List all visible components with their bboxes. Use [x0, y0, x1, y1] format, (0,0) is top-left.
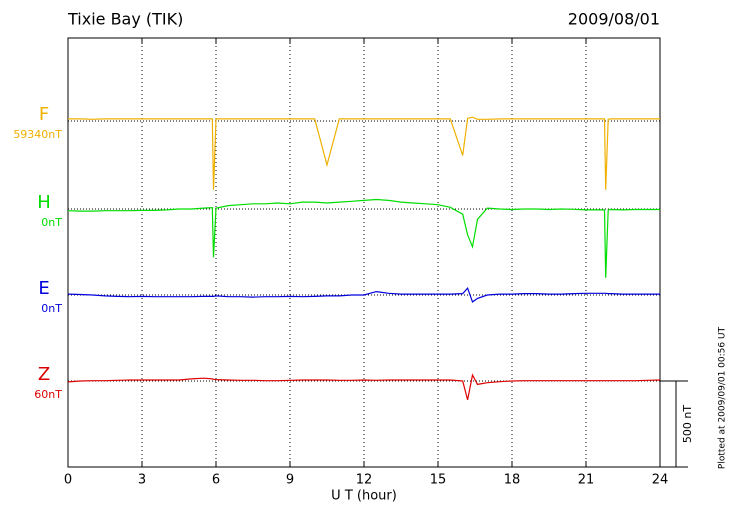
date: 2009/08/01: [568, 10, 660, 29]
x-tick-label: 9: [286, 473, 294, 488]
baseline-label: 0nT: [41, 302, 62, 315]
trace: [67, 286, 660, 303]
x-tick-label: 6: [212, 473, 220, 488]
series-name: E: [38, 278, 49, 299]
baseline-label: 59340nT: [13, 128, 62, 141]
baseline-label: 60nT: [34, 388, 62, 401]
chart-title: Tixie Bay (TIK): [67, 10, 183, 29]
x-tick-label: 0: [64, 473, 72, 488]
x-tick-label: 15: [430, 473, 447, 488]
x-tick-label: 24: [652, 473, 669, 488]
footnote: Plotted at 2009/09/01 00:56 UT: [718, 326, 728, 469]
trace: [68, 116, 660, 190]
series-name: Z: [38, 364, 50, 385]
scale-bar-label: 500 nT: [681, 405, 694, 443]
series-name: F: [39, 104, 49, 125]
x-tick-label: 18: [504, 473, 521, 488]
trace: [67, 198, 660, 278]
x-axis-label: U T (hour): [331, 489, 397, 504]
baseline-label: 0nT: [41, 216, 62, 229]
x-tick-label: 21: [578, 473, 595, 488]
trace: [67, 373, 661, 401]
series-name: H: [37, 192, 51, 213]
x-tick-label: 12: [356, 473, 373, 488]
x-tick-label: 3: [138, 473, 146, 488]
